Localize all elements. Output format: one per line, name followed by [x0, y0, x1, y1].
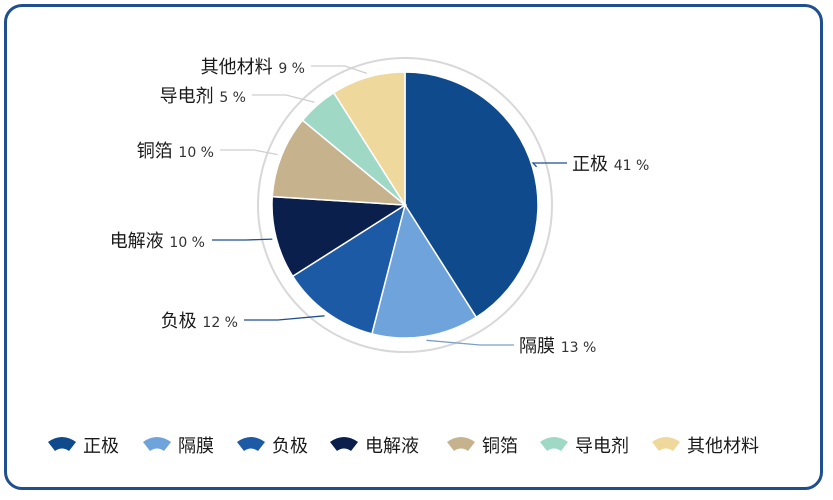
slice-labels: 正极 41 %隔膜 13 %负极 12 %电解液 10 %铜箔 10 %导电剂 … — [110, 57, 650, 357]
pie-slice-2 — [371, 203, 478, 339]
legend-label-7: 其他材料 — [687, 436, 759, 457]
leader-line-7 — [311, 65, 368, 75]
legend: 正极 隔膜 负极 电解液 铜箔 导电剂 其他材料 — [48, 436, 759, 457]
leader-line-4 — [212, 238, 273, 241]
legend-swatch-7 — [652, 437, 680, 451]
legend-swatch-5 — [447, 437, 475, 451]
legend-swatch-4 — [330, 437, 358, 451]
legend-item-1: 正极 — [48, 436, 119, 457]
legend-item-5: 铜箔 — [447, 436, 518, 457]
slice-label-name: 电解液 — [110, 231, 170, 252]
pie-slice-7 — [332, 71, 406, 208]
legend-label-6: 导电剂 — [575, 436, 629, 457]
slice-label-value: 13 % — [561, 340, 597, 356]
legend-swatch-3 — [237, 437, 265, 451]
pie-slice-1 — [404, 71, 539, 319]
pie-slice-5 — [271, 119, 408, 206]
leader-line-2 — [426, 339, 514, 346]
leader-line-1 — [531, 162, 567, 168]
slice-label-name: 铜箔 — [137, 141, 179, 162]
pie-slice-4 — [271, 195, 408, 278]
slice-label-value: 10 % — [169, 235, 205, 251]
slice-label-value: 41 % — [614, 158, 650, 174]
legend-item-6: 导电剂 — [540, 436, 629, 457]
slice-label-5: 铜箔 10 % — [137, 141, 214, 162]
legend-label-2: 隔膜 — [178, 436, 214, 457]
leader-line-6 — [252, 94, 315, 103]
slice-label-6: 导电剂 5 % — [160, 86, 246, 107]
slice-label-1: 正极 41 % — [572, 154, 649, 175]
legend-swatch-6 — [540, 437, 568, 451]
legend-label-1: 正极 — [83, 436, 119, 457]
pie-outer-ring — [257, 57, 553, 353]
slice-label-name: 负极 — [161, 311, 203, 332]
slice-label-3: 负极 12 % — [161, 311, 238, 332]
legend-item-3: 负极 — [237, 436, 308, 457]
legend-swatch-2 — [143, 437, 171, 451]
legend-label-5: 铜箔 — [482, 436, 518, 457]
leader-lines — [212, 65, 567, 346]
slice-label-value: 10 % — [178, 145, 214, 161]
slice-label-value: 5 % — [219, 90, 246, 106]
slice-label-2: 隔膜 13 % — [519, 336, 596, 357]
legend-item-2: 隔膜 — [143, 436, 214, 457]
slice-label-name: 正极 — [572, 154, 614, 175]
pie-slice-3 — [291, 203, 407, 335]
legend-label-3: 负极 — [272, 436, 308, 457]
legend-item-7: 其他材料 — [652, 436, 759, 457]
legend-item-4: 电解液 — [330, 436, 419, 457]
pie-slices — [271, 71, 539, 339]
leader-line-5 — [220, 149, 278, 156]
slice-label-value: 9 % — [278, 61, 305, 77]
slice-label-7: 其他材料 9 % — [201, 57, 305, 78]
slice-label-name: 导电剂 — [160, 86, 220, 107]
legend-label-4: 电解液 — [365, 436, 419, 457]
leader-line-3 — [244, 315, 325, 321]
slice-label-name: 其他材料 — [201, 57, 279, 78]
legend-swatch-1 — [48, 437, 76, 451]
slice-label-4: 电解液 10 % — [110, 231, 205, 252]
slice-label-value: 12 % — [202, 315, 238, 331]
slice-label-name: 隔膜 — [519, 336, 561, 357]
